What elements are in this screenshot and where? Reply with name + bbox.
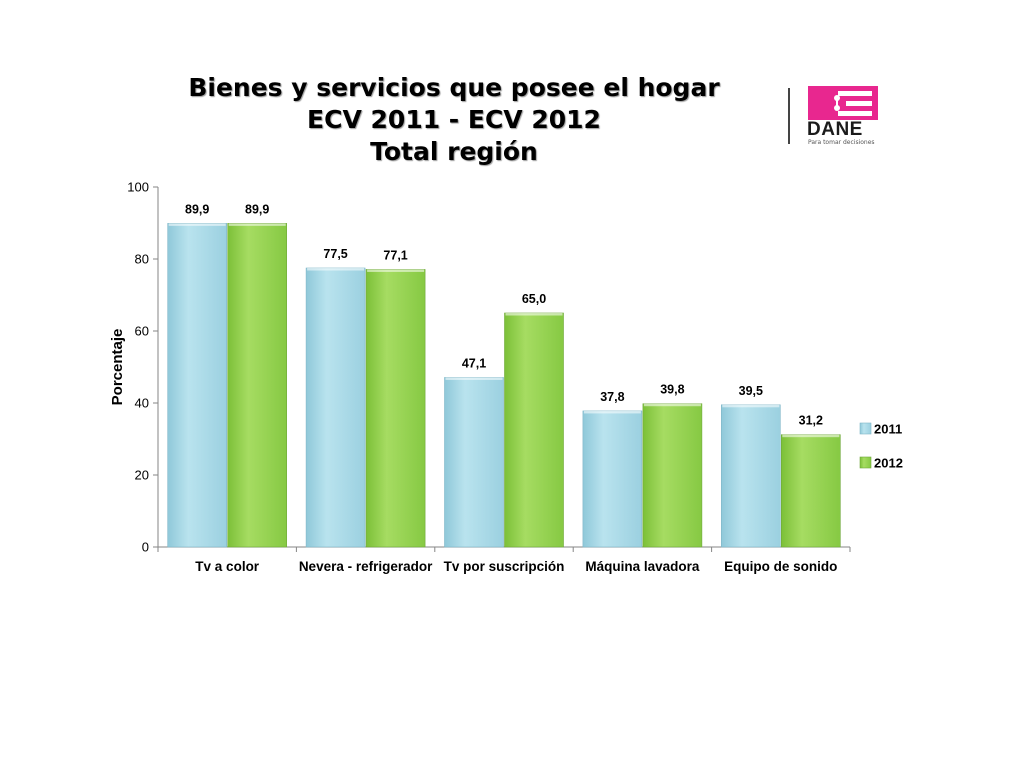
logo-stripe-bottom (838, 111, 872, 116)
x-tick-label: Tv por suscripción (444, 559, 565, 574)
bar-highlight (782, 434, 840, 438)
chart-x-tick-labels: Tv a color Nevera - refrigerador Tv por su… (195, 559, 837, 574)
y-tick-label: 20 (135, 468, 149, 483)
y-tick-label: 40 (135, 396, 149, 411)
data-label-2012-5: 31,2 (799, 414, 823, 428)
bar-highlight (307, 268, 365, 271)
title-line-2: ECV 2011 - ECV 2012 (307, 105, 601, 134)
bar-highlight (722, 404, 780, 408)
legend-swatch-2012 (859, 456, 872, 469)
y-axis-title: Porcentaje (109, 329, 126, 406)
chart-legend: 2011 2012 (859, 422, 903, 471)
bar-highlight (643, 403, 701, 407)
bar-2012-1 (227, 223, 287, 548)
bar-highlight (168, 223, 226, 226)
data-label-2012-1: 89,9 (245, 202, 269, 216)
data-label-2011-3: 47,1 (462, 356, 486, 370)
data-label-2011-1: 89,9 (185, 202, 209, 216)
data-label-2012-2: 77,1 (383, 248, 407, 262)
bar-2011-5 (720, 404, 781, 548)
logo-tagline: Para tomar decisiones (808, 139, 875, 146)
bar-2012-2 (365, 269, 426, 548)
chart-data-labels: 89,9 89,9 77,5 77,1 47,1 65,0 37,8 39,8 39,5 31,2 (185, 202, 823, 427)
logo-connector (836, 98, 838, 108)
data-label-2011-2: 77,5 (323, 247, 347, 261)
bar-2012-4 (642, 403, 703, 548)
dane-logo-icon (808, 86, 878, 120)
bar-2011-2 (305, 267, 366, 548)
bar-highlight (505, 313, 563, 316)
bar-2012-3 (504, 312, 564, 548)
chart-axes: 0 20 40 60 80 100 Porcentaje (109, 180, 851, 555)
data-label-2012-3: 65,0 (522, 292, 546, 306)
y-tick-label: 80 (135, 252, 149, 267)
dane-logo: DANE Para tomar decisiones (788, 86, 888, 150)
y-tick-label: 60 (135, 324, 149, 339)
logo-name: DANE (807, 119, 863, 140)
x-tick-label: Máquina lavadora (585, 559, 700, 574)
x-tick-label: Equipo de sonido (724, 559, 837, 574)
bar-2011-4 (582, 410, 643, 548)
bar-2011-3 (444, 377, 504, 548)
data-label-2011-5: 39,5 (739, 384, 763, 398)
logo-stripe-top (838, 91, 872, 96)
bar-highlight (445, 377, 503, 380)
x-tick-label: Tv a color (195, 559, 260, 574)
legend-label-2011: 2011 (874, 422, 902, 437)
y-tick-label: 100 (127, 180, 149, 195)
data-label-2011-4: 37,8 (600, 390, 624, 404)
bar-chart: 0 20 40 60 80 100 Porcentaje 89,9 89,9 77,5 77,1 4… (109, 180, 903, 575)
bar-highlight (228, 223, 286, 226)
bar-2012-5 (780, 434, 841, 548)
bar-2011-1 (167, 223, 227, 548)
data-label-2012-4: 39,8 (660, 383, 684, 397)
bar-highlight (583, 410, 641, 414)
legend-swatch-2011 (859, 422, 872, 435)
y-tick-label: 0 (142, 540, 149, 555)
legend-label-2012: 2012 (874, 456, 903, 471)
chart-title: Bienes y servicios que posee el hogar EC… (120, 72, 788, 168)
title-line-1: Bienes y servicios que posee el hogar (188, 73, 720, 102)
title-line-3: Total región (370, 137, 538, 166)
x-tick-label: Nevera - refrigerador (299, 559, 433, 574)
logo-stripe-middle (846, 101, 872, 106)
bar-highlight (367, 269, 425, 272)
logo-divider (788, 88, 790, 144)
chart-bars (167, 223, 841, 548)
